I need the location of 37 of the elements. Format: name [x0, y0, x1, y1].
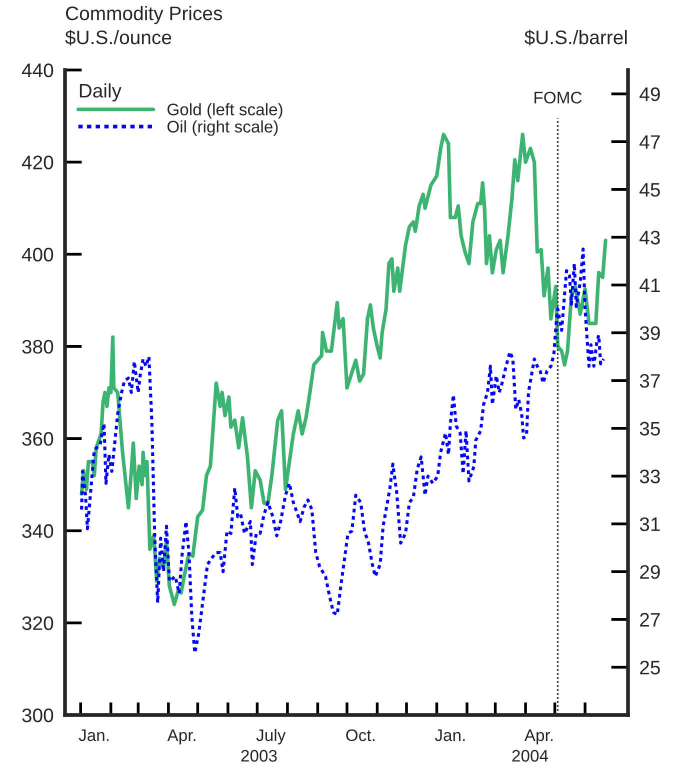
y2-tick-label: 49 — [640, 87, 660, 102]
legend-title: Daily — [80, 83, 122, 102]
y2-tick-label: 29 — [640, 565, 660, 579]
y-tick-label: 420 — [22, 156, 54, 170]
x-tick-label: Jan. — [434, 730, 465, 742]
y2-tick-label: 25 — [640, 660, 660, 674]
y2-tick-label: 43 — [640, 230, 660, 244]
y-tick-label: 440 — [22, 63, 54, 78]
y-axis-title: $U.S./ounce — [65, 30, 172, 46]
x-tick-label: Apr. — [167, 730, 196, 744]
y2-tick-label: 47 — [640, 135, 660, 149]
y2-tick-label: 39 — [640, 326, 660, 340]
chart-title: Commodity Prices — [66, 6, 222, 24]
x-tick-label: Oct. — [346, 729, 374, 742]
x-tick-label: Jan. — [78, 730, 109, 742]
y2-tick-label: 37 — [640, 374, 660, 388]
y-tick-label: 320 — [22, 616, 54, 630]
y2-axis-title: $U.S./barrel — [524, 30, 627, 46]
y-tick-label: 380 — [22, 340, 54, 354]
y2-tick-label: 41 — [640, 278, 660, 292]
y2-tick-label: 33 — [640, 470, 660, 484]
legend-label: Gold (left scale) — [168, 103, 282, 119]
y2-tick-label: 31 — [640, 517, 660, 532]
x-tick-label: Apr. — [524, 730, 553, 744]
y-tick-label: 400 — [22, 248, 54, 262]
y-tick-label: 340 — [22, 524, 54, 538]
text: 2004 — [512, 750, 548, 762]
y2-tick-label: 35 — [640, 422, 660, 436]
legend-label: Oil (right scale) — [167, 120, 278, 136]
y-tick-label: 300 — [22, 708, 54, 722]
text: 2003 — [241, 750, 277, 762]
y-tick-label: 360 — [22, 432, 54, 446]
y2-tick-label: 27 — [640, 612, 660, 626]
line-series — [80, 248, 606, 654]
y2-tick-label: 45 — [640, 183, 660, 197]
ref-line-label: FOMC — [534, 92, 582, 104]
x-tick-label: July — [256, 728, 286, 744]
